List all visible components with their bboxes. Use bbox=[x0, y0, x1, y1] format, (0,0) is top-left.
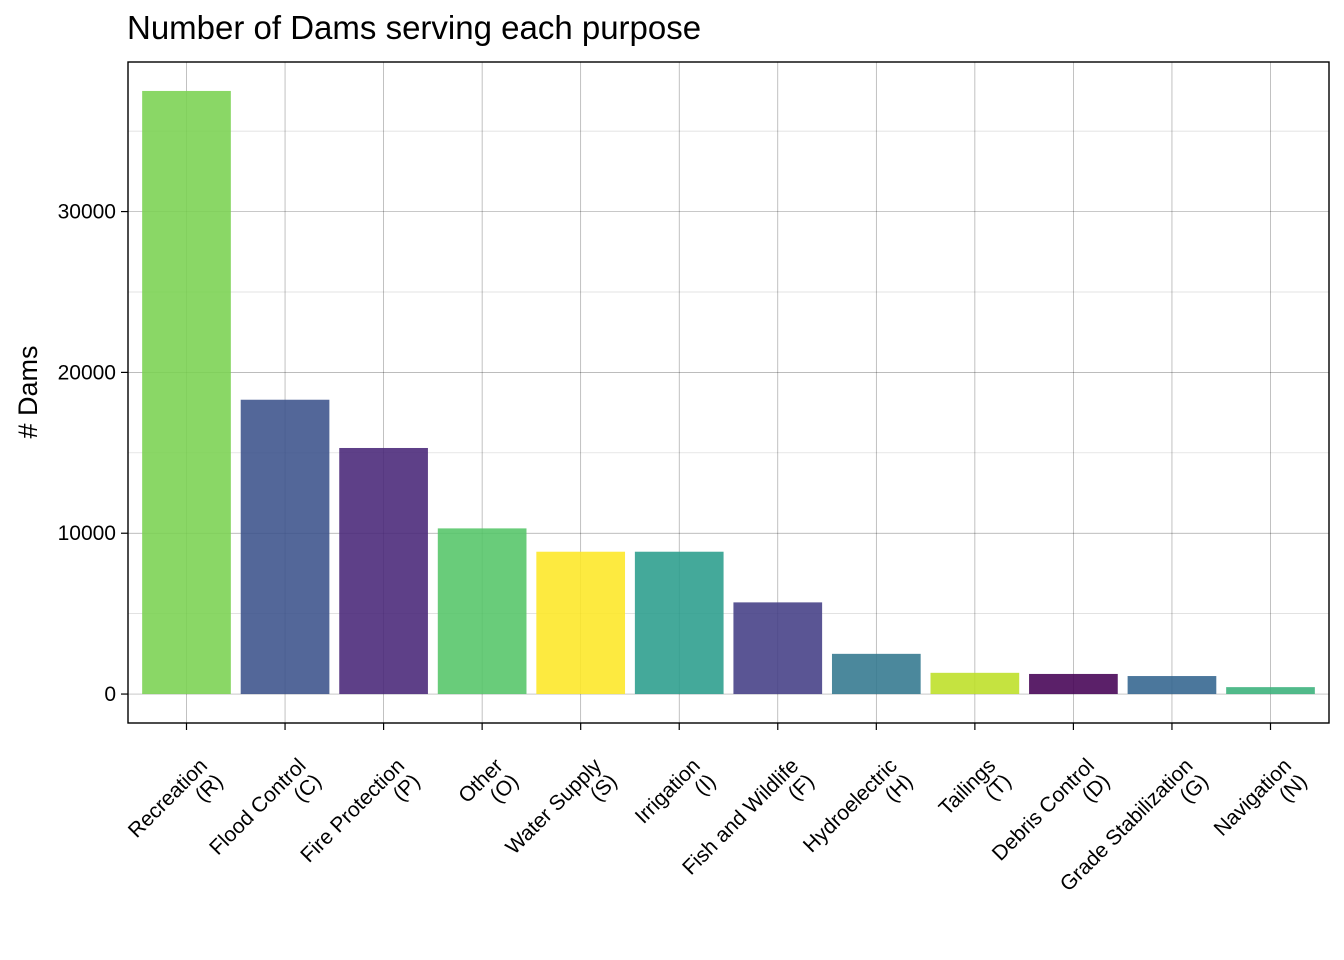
bar bbox=[240, 399, 330, 695]
x-tick-label-line: Water Supply bbox=[501, 754, 606, 859]
y-axis-label: # Dams bbox=[13, 345, 43, 438]
x-tick-label: Navigation(N) bbox=[1210, 754, 1312, 856]
bar bbox=[733, 602, 823, 695]
y-tick-label: 10000 bbox=[58, 522, 116, 545]
x-tick-label-line: Fire Protection bbox=[296, 754, 409, 867]
bar bbox=[1127, 676, 1217, 695]
x-tick-label: Tailings(T) bbox=[935, 754, 1016, 835]
x-axis: Recreation(R)Flood Control(C)Fire Protec… bbox=[124, 723, 1312, 896]
x-tick-label: Fire Protection(P) bbox=[296, 754, 424, 882]
y-tick-label: 30000 bbox=[58, 201, 116, 224]
bar bbox=[930, 672, 1020, 695]
x-tick-label-line: Debris Control bbox=[988, 754, 1099, 865]
y-tick-label: 0 bbox=[104, 683, 116, 706]
x-tick-label: Water Supply(S) bbox=[501, 754, 622, 875]
bars-group bbox=[142, 90, 1315, 695]
x-tick-label-line: Hydroelectric bbox=[799, 754, 902, 857]
bar bbox=[831, 653, 921, 695]
x-tick-label: Irrigation(I) bbox=[631, 754, 721, 844]
x-tick-label-line: Irrigation bbox=[631, 754, 705, 828]
plot-panel bbox=[127, 61, 1330, 724]
y-axis: 0 10000 20000 30000 bbox=[58, 201, 128, 706]
bar bbox=[634, 551, 724, 695]
chart-title: Number of Dams serving each purpose bbox=[127, 9, 701, 46]
bar bbox=[536, 551, 626, 695]
bar bbox=[1029, 673, 1118, 695]
y-tick-label: 20000 bbox=[58, 361, 116, 384]
bar bbox=[1226, 687, 1315, 695]
bar bbox=[437, 528, 527, 695]
x-tick-label: Hydroelectric(H) bbox=[799, 754, 917, 872]
bar bbox=[339, 447, 428, 695]
x-tick-label-line: Flood Control bbox=[205, 754, 310, 859]
bar bbox=[142, 90, 231, 695]
x-tick-label: Other(O) bbox=[454, 754, 523, 823]
